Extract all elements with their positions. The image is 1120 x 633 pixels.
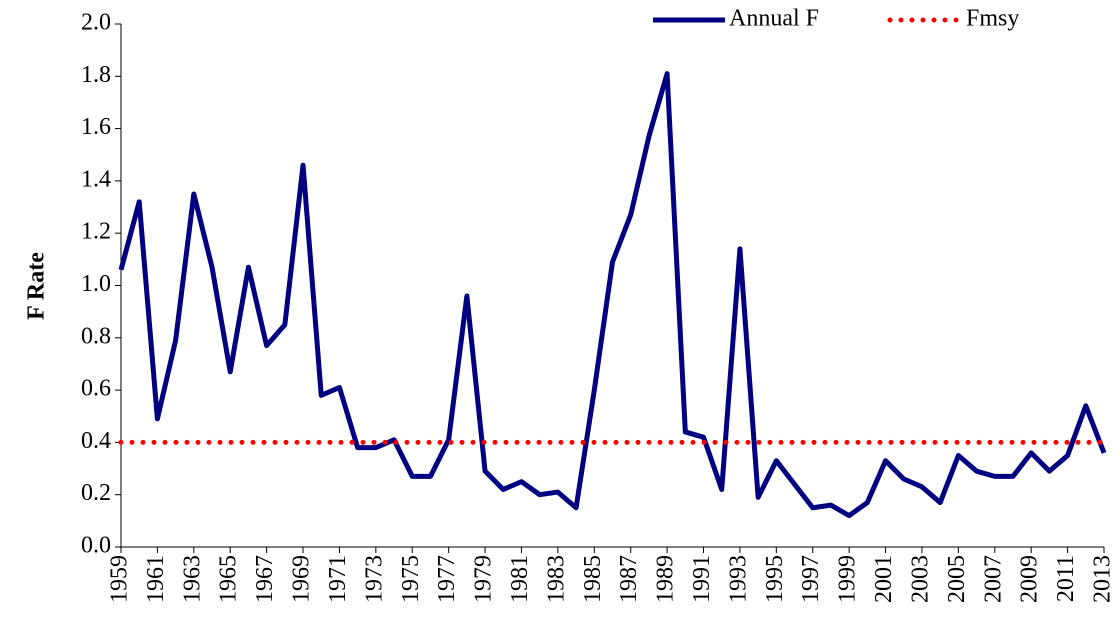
x-tick-label: 1979 <box>471 555 497 603</box>
x-tick-label: 2007 <box>980 555 1006 603</box>
x-tick-label: 1981 <box>507 555 533 603</box>
y-tick-label: 0.8 <box>81 323 111 349</box>
x-tick-label: 1961 <box>143 555 169 603</box>
x-tick-label: 1959 <box>107 555 133 603</box>
x-tick-label: 1977 <box>434 555 460 603</box>
y-tick-label: 0.4 <box>81 428 111 454</box>
x-tick-label: 1983 <box>543 555 569 603</box>
x-tick-label: 1971 <box>325 555 351 603</box>
x-tick-label: 1975 <box>398 555 424 603</box>
x-tick-label: 1965 <box>216 555 242 603</box>
legend-label: Annual F <box>729 6 819 32</box>
y-tick-label: 0.0 <box>81 533 111 559</box>
y-tick-label: 1.4 <box>81 166 111 192</box>
x-tick-label: 2005 <box>944 555 970 603</box>
y-tick-label: 1.6 <box>81 114 111 140</box>
x-tick-label: 1973 <box>361 555 387 603</box>
x-tick-label: 1999 <box>835 555 861 603</box>
x-tick-label: 1985 <box>580 555 606 603</box>
y-tick-label: 0.6 <box>81 376 111 402</box>
x-tick-label: 1993 <box>725 555 751 603</box>
y-tick-label: 1.8 <box>81 62 111 88</box>
x-tick-label: 1995 <box>762 555 788 603</box>
x-tick-label: 2009 <box>1017 555 1043 603</box>
y-tick-label: 1.2 <box>81 219 111 245</box>
x-tick-label: 1989 <box>653 555 679 603</box>
x-tick-label: 1991 <box>689 555 715 603</box>
legend-label: Fmsy <box>966 6 1019 32</box>
x-tick-label: 1997 <box>798 555 824 603</box>
x-tick-label: 2013 <box>1090 555 1116 603</box>
series-line <box>118 71 1107 519</box>
x-tick-label: 2011 <box>1053 555 1079 602</box>
y-tick-label: 1.0 <box>81 271 111 297</box>
x-tick-label: 1967 <box>252 555 278 603</box>
x-tick-label: 1969 <box>289 555 315 603</box>
x-tick-label: 2001 <box>871 555 897 603</box>
y-axis-label: F Rate <box>24 252 50 320</box>
x-tick-label: 2003 <box>907 555 933 603</box>
y-tick-label: 2.0 <box>81 10 111 36</box>
x-tick-label: 1987 <box>616 555 642 603</box>
x-tick-label: 1963 <box>179 555 205 603</box>
y-tick-label: 0.2 <box>81 480 111 506</box>
